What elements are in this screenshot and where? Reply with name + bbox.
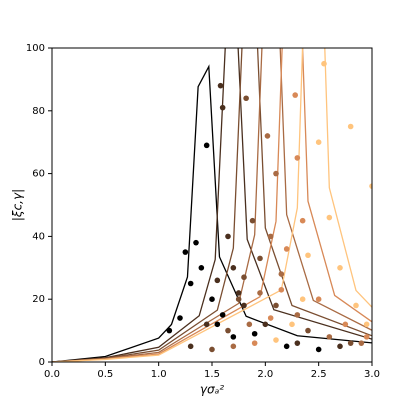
point: [326, 334, 333, 340]
x-tick-label: 2.0: [257, 369, 273, 380]
point: [347, 340, 354, 346]
point: [219, 104, 226, 111]
point: [273, 302, 279, 309]
point: [278, 271, 285, 277]
point: [230, 265, 237, 271]
point: [249, 217, 256, 224]
point: [264, 133, 271, 139]
point: [363, 321, 370, 328]
point: [235, 290, 242, 296]
point: [187, 280, 194, 287]
point: [193, 239, 199, 246]
point: [358, 340, 365, 346]
point: [305, 252, 311, 259]
point: [235, 296, 242, 303]
point: [283, 246, 290, 252]
point: [342, 321, 349, 328]
point: [326, 214, 333, 221]
curve: [52, 48, 372, 362]
y-tick-label: 40: [32, 231, 45, 242]
point: [305, 327, 311, 334]
point: [230, 334, 237, 340]
point: [353, 302, 359, 309]
point: [219, 312, 226, 318]
point: [299, 296, 306, 303]
point: [257, 290, 263, 296]
point: [278, 286, 285, 293]
point: [267, 233, 274, 240]
point: [209, 296, 215, 303]
x-tick-label: 3.0: [364, 369, 380, 380]
x-tick-label: 1.5: [204, 369, 220, 380]
point: [273, 337, 279, 343]
point: [251, 340, 258, 346]
point: [225, 327, 231, 334]
point: [337, 343, 343, 350]
point: [273, 170, 279, 177]
y-tick-label: 0: [39, 357, 45, 368]
x-tick-label: 0.5: [97, 369, 113, 380]
point: [251, 330, 258, 337]
point: [182, 249, 189, 255]
y-axis-label: |ξc,γ|: [11, 189, 25, 221]
point: [225, 233, 231, 240]
point: [214, 321, 221, 328]
point: [315, 139, 322, 145]
point: [241, 274, 247, 281]
point: [315, 296, 322, 303]
x-tick-label: 1.0: [151, 369, 167, 380]
point: [347, 123, 354, 130]
point: [289, 321, 295, 328]
point: [198, 265, 205, 271]
point: [299, 217, 306, 224]
point: [292, 92, 299, 98]
point: [243, 95, 249, 102]
plot-area: [52, 48, 372, 362]
point: [369, 183, 372, 189]
point: [262, 321, 269, 328]
x-tick-label: 0.0: [44, 369, 60, 380]
point: [203, 142, 210, 149]
point: [217, 82, 224, 89]
point: [214, 277, 221, 284]
x-tick-label: 2.5: [311, 369, 327, 380]
curve: [52, 48, 372, 362]
curve: [52, 48, 372, 362]
curve: [52, 48, 372, 362]
point: [294, 340, 301, 346]
y-tick-label: 100: [26, 43, 45, 54]
point: [209, 346, 215, 353]
point: [315, 346, 322, 353]
point: [241, 302, 247, 309]
point: [283, 343, 290, 350]
y-tick-label: 80: [32, 106, 45, 117]
point: [166, 327, 173, 334]
y-tick-label: 20: [32, 294, 45, 305]
point: [257, 255, 263, 262]
y-tick-label: 60: [32, 169, 45, 180]
curve: [52, 48, 372, 362]
point: [321, 60, 327, 67]
point: [363, 334, 370, 340]
point: [246, 321, 253, 328]
point: [337, 265, 343, 271]
point: [203, 321, 210, 328]
point: [294, 155, 301, 161]
point: [187, 343, 194, 350]
plot-frame: [51, 47, 373, 363]
x-axis-label: γσₐ²: [200, 383, 224, 397]
point: [177, 315, 183, 321]
point: [294, 312, 301, 318]
point: [267, 315, 274, 321]
point: [230, 343, 237, 350]
